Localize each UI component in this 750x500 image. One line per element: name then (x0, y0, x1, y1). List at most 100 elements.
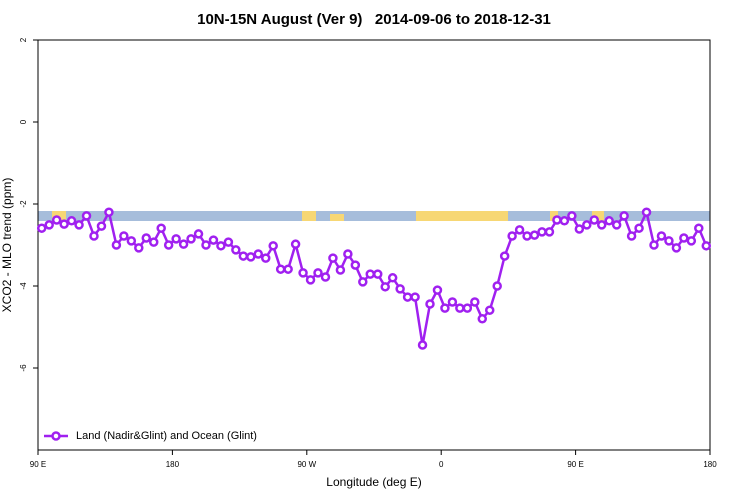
x-tick-label: 0 (439, 460, 444, 469)
land-patch (330, 214, 344, 221)
data-point (514, 225, 525, 235)
y-axis-title: XCO2 - MLO trend (ppm) (0, 178, 14, 313)
y-tick-label: -4 (19, 282, 28, 290)
data-point (671, 243, 682, 253)
data-point (320, 272, 331, 282)
data-point (111, 240, 122, 250)
data-point (171, 234, 181, 244)
data-point (410, 292, 420, 302)
data-point (701, 241, 712, 251)
data-point (141, 233, 152, 243)
data-point (537, 227, 547, 237)
data-point (365, 269, 376, 279)
data-point (664, 236, 674, 246)
data-point (51, 215, 62, 225)
data-point (44, 220, 54, 230)
data-point (529, 230, 540, 240)
data-point (104, 207, 114, 217)
data-point (582, 220, 592, 230)
data-point (387, 273, 398, 283)
data-point (477, 314, 488, 324)
data-point (544, 227, 555, 237)
data-point (148, 237, 159, 247)
ocean-strip (38, 211, 710, 221)
data-point (604, 216, 614, 226)
data-point (634, 223, 644, 233)
data-point (559, 216, 570, 226)
data-point (231, 245, 241, 255)
data-point (372, 269, 383, 279)
data-point (290, 239, 301, 249)
data-point (462, 303, 473, 313)
land-patch (302, 211, 316, 221)
data-point (499, 251, 510, 261)
legend-label: Land (Nadir&Glint) and Ocean (Glint) (76, 430, 257, 442)
data-point (649, 240, 659, 250)
data-point (96, 221, 107, 231)
data-point (268, 241, 278, 251)
data-point (335, 265, 346, 275)
data-point (343, 249, 353, 259)
data-point (694, 223, 704, 233)
x-tick-label: 180 (703, 460, 717, 469)
data-point (350, 260, 361, 270)
data-point (492, 281, 502, 291)
data-point (552, 215, 562, 225)
data-point (402, 292, 413, 302)
data-point (328, 253, 338, 263)
data-point (298, 268, 308, 278)
data-point (156, 223, 166, 233)
data-point (656, 231, 667, 241)
series-line (41, 208, 708, 346)
data-point (36, 223, 47, 233)
land-patch (592, 211, 604, 221)
data-point (134, 243, 144, 253)
data-point (626, 231, 637, 241)
data-point (447, 297, 458, 307)
data-point (59, 219, 69, 229)
data-point (305, 275, 316, 285)
data-point (89, 231, 99, 241)
chart-title: 10N-15N August (Ver 9) 2014-09-06 to 201… (197, 11, 551, 28)
data-point (163, 240, 174, 250)
data-point (238, 251, 249, 261)
data-point (686, 236, 697, 246)
data-point (283, 264, 293, 274)
data-point (589, 215, 600, 225)
data-point (619, 211, 629, 221)
data-point (574, 224, 585, 234)
data-point (395, 284, 405, 294)
data-point (178, 239, 189, 249)
data-point (567, 211, 577, 221)
data-point (679, 233, 689, 243)
data-point (223, 237, 234, 247)
data-point (208, 235, 219, 245)
data-point (484, 305, 495, 315)
x-tick-label: 90 E (30, 460, 46, 469)
y-tick-label: 2 (19, 37, 28, 42)
data-point (246, 252, 256, 262)
x-tick-label: 180 (166, 460, 180, 469)
x-axis-title: Longitude (deg E) (326, 475, 421, 489)
y-tick-label: -2 (19, 200, 28, 208)
data-point (380, 282, 390, 292)
y-tick-label: -6 (19, 364, 28, 372)
data-point (126, 236, 137, 246)
data-point (216, 241, 226, 251)
data-point (596, 220, 607, 230)
data-point (611, 220, 622, 230)
data-point (119, 231, 129, 241)
data-point (358, 277, 368, 287)
data-point (432, 285, 443, 295)
x-tick-label: 90 W (297, 460, 316, 469)
legend-marker (51, 431, 61, 441)
data-point (74, 220, 84, 230)
data-point (507, 231, 517, 241)
data-point (417, 340, 428, 350)
data-point (193, 229, 204, 239)
x-tick-label: 90 E (567, 460, 583, 469)
land-patch (550, 211, 558, 221)
data-point (66, 216, 77, 226)
